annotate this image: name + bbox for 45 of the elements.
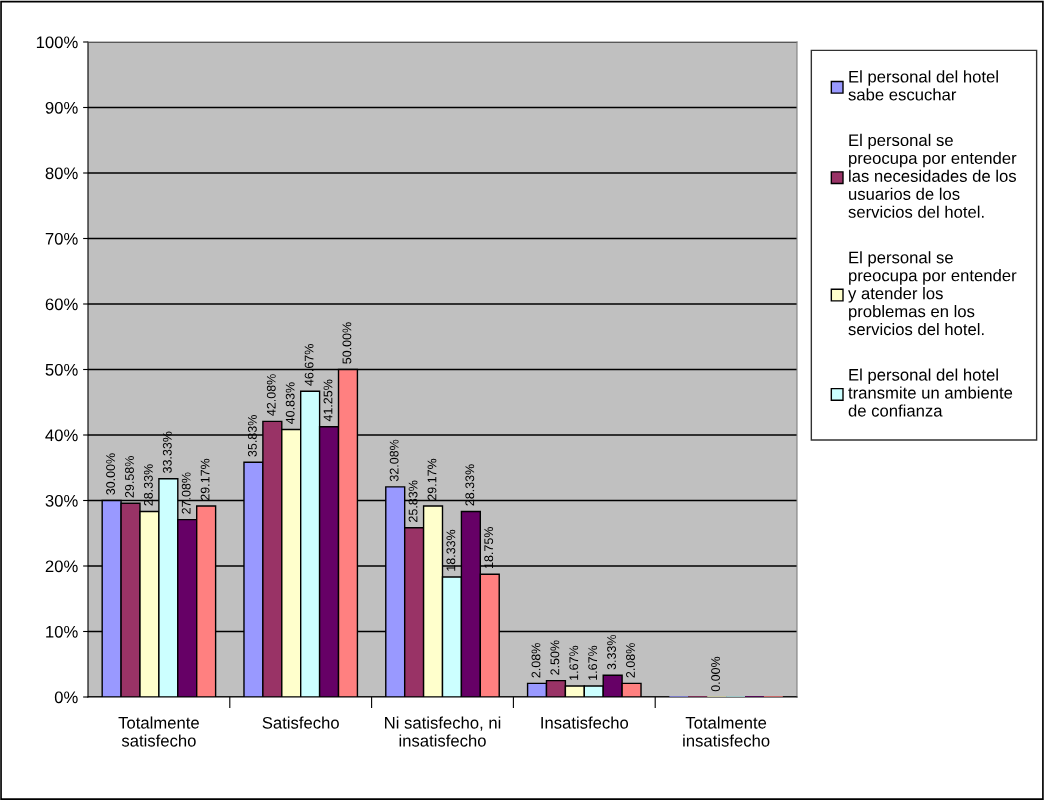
y-tick-label: 50% bbox=[45, 363, 78, 376]
y-tick-label: 10% bbox=[46, 625, 78, 638]
data-label: 1.67% bbox=[588, 645, 598, 680]
y-tick-label: 100% bbox=[36, 36, 78, 49]
data-label: 2.08% bbox=[626, 643, 635, 678]
data-label: 28.33% bbox=[143, 464, 153, 506]
data-label: 18.33% bbox=[446, 529, 456, 571]
data-label: 29.17% bbox=[200, 458, 210, 501]
y-tick-label: 0% bbox=[54, 691, 78, 704]
x-tick-label: Totalmente insatisfecho bbox=[683, 716, 770, 747]
data-label: 40.83% bbox=[285, 382, 295, 425]
x-tick-label: Ni satisfecho, ni insatisfecho bbox=[385, 716, 501, 747]
x-tick-label: Totalmente satisfecho bbox=[118, 716, 199, 747]
data-label: 30.00% bbox=[106, 453, 115, 495]
data-label: 28.33% bbox=[465, 464, 475, 506]
y-tick-label: 80% bbox=[45, 167, 78, 180]
data-label: 41.25% bbox=[323, 379, 333, 422]
y-tick-label: 20% bbox=[45, 560, 78, 573]
data-label: 25.83% bbox=[408, 480, 418, 522]
data-label: 2.08% bbox=[531, 643, 541, 678]
data-label: 46.67% bbox=[304, 344, 314, 386]
y-tick-label: 40% bbox=[45, 429, 78, 442]
y-tick-label: 30% bbox=[45, 494, 78, 507]
legend-label: El personal se preocupa por entender las necesidades de los usuarios de los servicios del hotel. bbox=[848, 133, 1017, 218]
x-tick-label: Satisfecho bbox=[262, 716, 339, 729]
data-label: 18.75% bbox=[484, 527, 494, 568]
data-label: 2.50% bbox=[550, 640, 560, 675]
x-tick-label: Insatisfecho bbox=[541, 716, 629, 729]
y-tick-label: 60% bbox=[45, 298, 78, 311]
data-label: 35.83% bbox=[247, 415, 257, 457]
y-tick-label: 90% bbox=[45, 101, 78, 114]
data-label: 29.17% bbox=[427, 458, 437, 501]
data-label: 29.58% bbox=[125, 456, 134, 498]
legend-label: El personal del hotel sabe escuchar bbox=[848, 70, 998, 101]
legend-label: El personal del hotel transmite un ambiente de confianza bbox=[848, 368, 1013, 417]
data-label: 50.00% bbox=[342, 322, 352, 364]
data-label: 1.67% bbox=[569, 645, 579, 680]
data-label: 3.33% bbox=[607, 634, 617, 670]
legend-label: El personal se preocupa por entender y atender los problemas en los servicios del hotel. bbox=[848, 251, 1017, 336]
data-label: 32.08% bbox=[389, 439, 399, 482]
data-label: 0.00% bbox=[711, 656, 720, 692]
y-tick-label: 70% bbox=[45, 232, 78, 245]
data-label: 33.33% bbox=[162, 431, 172, 473]
data-label: 27.08% bbox=[181, 472, 191, 514]
data-label: 42.08% bbox=[266, 374, 276, 416]
